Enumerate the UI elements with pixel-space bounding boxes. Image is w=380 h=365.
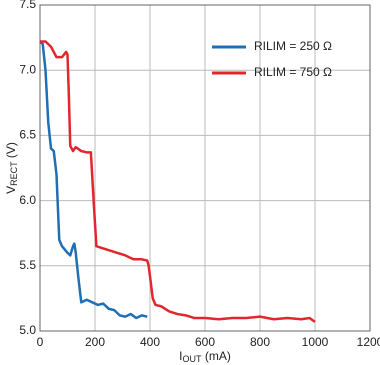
y-label-sub: RECT [9, 161, 19, 186]
x-tick-label: 800 [250, 335, 270, 349]
y-tick-label: 6.0 [19, 193, 36, 207]
series-line [39, 40, 148, 320]
legend-label: RILIM = 250 Ω [254, 39, 332, 53]
y-axis-label: VRECT (V) [4, 142, 19, 194]
y-tick-label: 5.0 [19, 323, 36, 337]
x-label-sub: OUT [183, 354, 203, 364]
y-label-unit: (V) [4, 142, 18, 161]
series-line [40, 40, 316, 323]
y-label-main: V [4, 186, 18, 194]
x-tick-label: 600 [195, 335, 215, 349]
x-label-main: I [179, 349, 182, 363]
plot-frame [39, 4, 371, 332]
x-axis-label: IOUT (mA) [179, 349, 231, 364]
x-tick-label: 0 [37, 335, 44, 349]
x-tick-label: 200 [85, 335, 105, 349]
legend-label: RILIM = 750 Ω [254, 65, 332, 79]
y-tick-label: 6.5 [19, 128, 36, 142]
y-tick-label: 7.0 [19, 62, 36, 76]
y-tick-label: 5.5 [19, 258, 36, 272]
x-label-unit: (mA) [202, 349, 231, 363]
x-tick-label: 1200 [357, 335, 380, 349]
y-tick-label: 7.5 [19, 0, 36, 11]
x-tick-label: 1000 [302, 335, 329, 349]
x-tick-label: 400 [140, 335, 160, 349]
